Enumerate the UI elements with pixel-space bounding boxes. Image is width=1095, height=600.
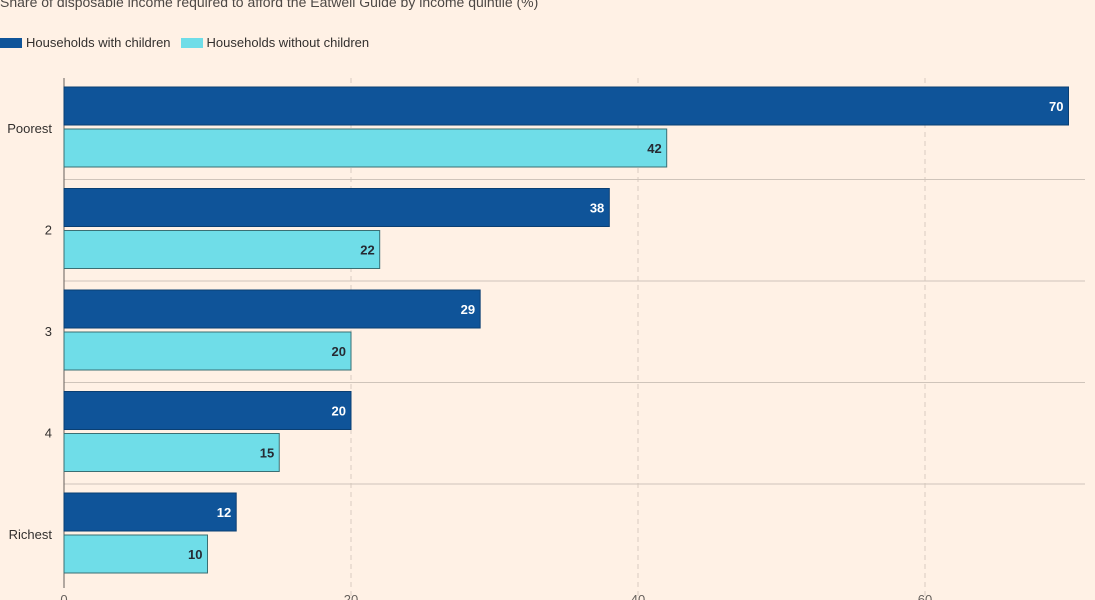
data-label: 15 — [260, 446, 274, 461]
data-label: 70 — [1049, 99, 1063, 114]
category-label: 2 — [45, 223, 52, 238]
bar-with-children — [63, 492, 237, 532]
data-label: 22 — [360, 243, 374, 258]
bar-with-children — [63, 188, 610, 227]
bar-with-children — [63, 86, 1069, 126]
category-label: Poorest — [7, 121, 52, 136]
x-tick-label: 20 — [344, 592, 358, 600]
category-label: 3 — [45, 324, 52, 339]
bar-without-children — [63, 534, 208, 574]
category-label: Richest — [9, 527, 53, 542]
legend-label-with-children: Households with children — [26, 35, 171, 50]
x-tick-label: 40 — [631, 592, 645, 600]
bar-without-children — [63, 128, 668, 168]
legend-item-with-children: Households with children — [0, 35, 171, 50]
data-label: 20 — [332, 404, 346, 419]
bar-without-children — [63, 331, 352, 371]
bar-with-children — [63, 289, 481, 329]
legend-item-without-children: Households without children — [180, 35, 370, 50]
bar-without-children — [63, 433, 280, 472]
chart-title: Share of disposable income required to a… — [0, 0, 539, 10]
data-label: 10 — [188, 547, 202, 562]
category-label: 4 — [45, 426, 52, 441]
bar-without-children — [63, 230, 381, 269]
x-tick-label: 60 — [918, 592, 932, 600]
legend-label-without-children: Households without children — [206, 35, 370, 50]
legend-swatch-with-children — [0, 37, 22, 48]
data-label: 29 — [461, 302, 475, 317]
bar-with-children — [63, 391, 352, 430]
data-label: 20 — [332, 344, 346, 359]
legend-swatch-without-children — [180, 37, 203, 48]
x-tick-label: 0 — [60, 592, 67, 600]
data-label: 38 — [590, 201, 604, 216]
data-label: 12 — [217, 505, 231, 520]
data-label: 42 — [647, 141, 661, 156]
legend: Households with children Households with… — [0, 35, 379, 50]
